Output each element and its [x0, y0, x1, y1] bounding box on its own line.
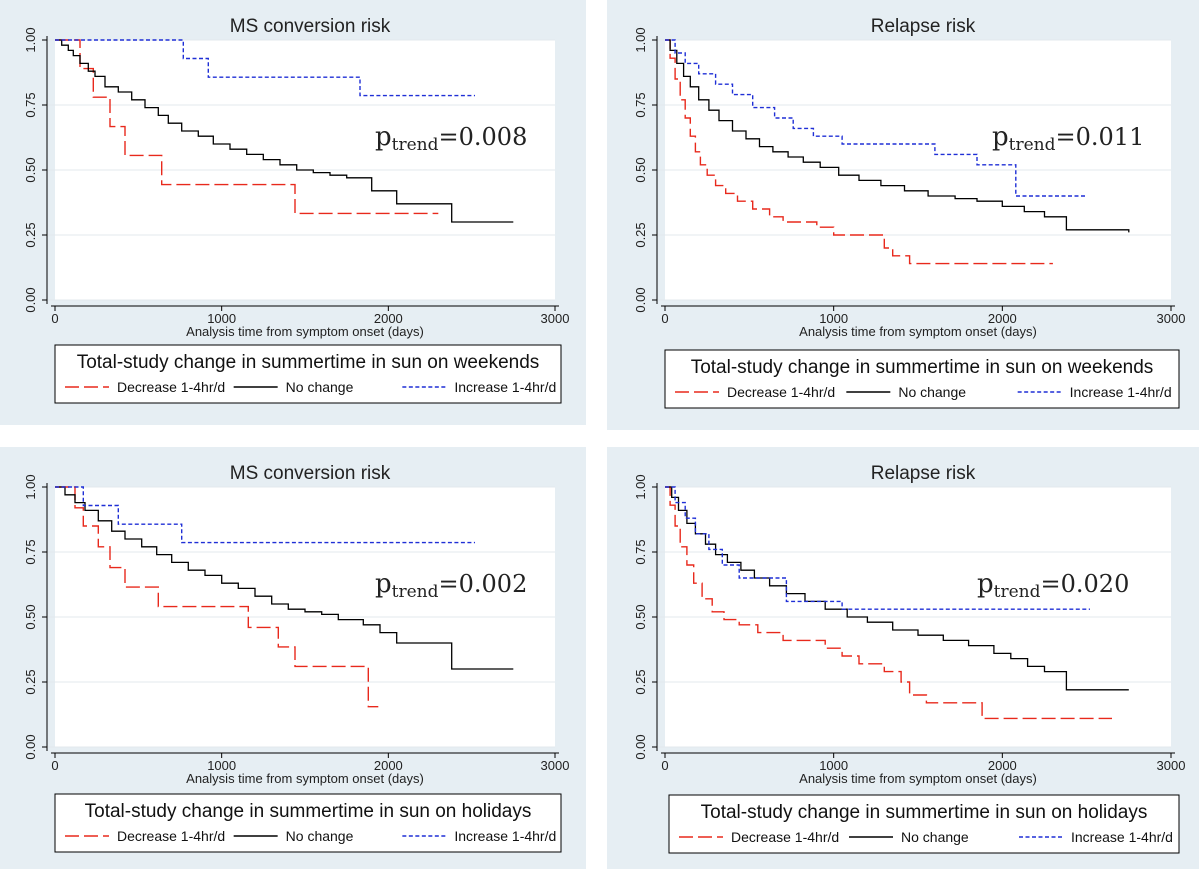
y-tick-label: 0.50	[23, 604, 38, 629]
y-tick-label: 1.00	[23, 27, 38, 52]
km-chart: Relapse risk 0.00 0.25 0.50 0.75 1.00 0 1000 200…	[607, 0, 1199, 430]
legend-label-increase: Increase 1-4hr/d	[1070, 384, 1172, 400]
series-line-increase	[55, 486, 475, 544]
chart-title: MS conversion risk	[230, 16, 391, 37]
legend-title: Total-study change in summertime in sun …	[77, 352, 540, 373]
y-tick-label: 0.25	[633, 669, 648, 694]
y-tick-label: 0.75	[633, 92, 648, 117]
km-chart: MS conversion risk 0.00 0.25 0.50 0.75 1.00 0 1…	[0, 447, 586, 869]
chart-panel-relapse-holidays: Relapse risk 0.00 0.25 0.50 0.75 1.00 0 1000 200…	[607, 447, 1199, 869]
legend-label-decrease: Decrease 1-4hr/d	[117, 379, 225, 395]
y-tick-label: 1.00	[633, 474, 648, 499]
x-tick-label: 3000	[541, 311, 570, 326]
legend-box	[668, 794, 1180, 854]
x-tick-label: 0	[661, 758, 668, 773]
km-chart: MS conversion risk 0.00 0.25 0.50 0.75 1.00 0 1…	[0, 0, 586, 425]
y-tick-label: 0.75	[23, 539, 38, 564]
legend-box	[664, 349, 1180, 409]
legend-label-increase: Increase 1-4hr/d	[454, 379, 556, 395]
x-tick-label: 1000	[819, 758, 848, 773]
chart-title: Relapse risk	[871, 463, 976, 484]
y-tick-label: 1.00	[23, 474, 38, 499]
y-tick-label: 0.50	[23, 157, 38, 182]
legend-title: Total-study change in summertime in sun …	[701, 802, 1148, 823]
chart-panel-ms-conversion-weekends: MS conversion risk 0.00 0.25 0.50 0.75 1.00 0 1…	[0, 0, 586, 425]
legend-label-decrease: Decrease 1-4hr/d	[727, 384, 835, 400]
x-tick-label: 2000	[988, 311, 1017, 326]
x-tick-label: 3000	[1157, 758, 1186, 773]
y-tick-label: 0.25	[23, 222, 38, 247]
x-tick-label: 0	[51, 758, 58, 773]
x-tick-label: 1000	[207, 758, 236, 773]
series-line-decrease	[55, 486, 379, 708]
legend-label-no-change: No change	[286, 379, 354, 395]
x-axis-label: Analysis time from symptom onset (days)	[186, 324, 424, 339]
y-tick-label: 0.00	[23, 287, 38, 312]
x-tick-label: 2000	[374, 311, 403, 326]
series-line-decrease	[55, 39, 439, 215]
y-tick-label: 0.00	[23, 734, 38, 759]
legend-label-increase: Increase 1-4hr/d	[454, 828, 556, 844]
x-axis-label: Analysis time from symptom onset (days)	[799, 771, 1037, 786]
p-trend-label: ptrend=0.002	[375, 569, 527, 602]
series-line-decrease	[665, 486, 1112, 720]
legend-box	[54, 793, 562, 853]
chart-title: Relapse risk	[871, 16, 976, 37]
x-tick-label: 0	[51, 311, 58, 326]
legend-box	[54, 344, 562, 404]
legend-label-increase: Increase 1-4hr/d	[1071, 829, 1173, 845]
p-trend-label: ptrend=0.020	[977, 569, 1129, 602]
y-tick-label: 0.50	[633, 604, 648, 629]
y-tick-label: 0.25	[633, 222, 648, 247]
legend-label-decrease: Decrease 1-4hr/d	[117, 828, 225, 844]
y-tick-label: 0.00	[633, 734, 648, 759]
km-chart: Relapse risk 0.00 0.25 0.50 0.75 1.00 0 1000 200…	[607, 447, 1199, 869]
x-tick-label: 0	[661, 311, 668, 326]
y-tick-label: 0.25	[23, 669, 38, 694]
x-axis-label: Analysis time from symptom onset (days)	[799, 324, 1037, 339]
series-line-no-change	[55, 39, 514, 223]
x-axis-label: Analysis time from symptom onset (days)	[186, 771, 424, 786]
legend-label-decrease: Decrease 1-4hr/d	[731, 829, 839, 845]
legend-label-no-change: No change	[898, 384, 966, 400]
y-tick-label: 0.50	[633, 157, 648, 182]
y-tick-label: 0.75	[633, 539, 648, 564]
series-line-increase	[665, 486, 1090, 610]
p-trend-label: ptrend=0.008	[375, 122, 527, 155]
x-tick-label: 2000	[988, 758, 1017, 773]
p-trend-label: ptrend=0.011	[992, 122, 1144, 155]
chart-panel-relapse-weekends: Relapse risk 0.00 0.25 0.50 0.75 1.00 0 1000 200…	[607, 0, 1199, 430]
chart-title: MS conversion risk	[230, 463, 391, 484]
x-tick-label: 1000	[819, 311, 848, 326]
x-tick-label: 3000	[1157, 311, 1186, 326]
x-tick-label: 1000	[207, 311, 236, 326]
x-tick-label: 2000	[374, 758, 403, 773]
chart-panel-ms-conversion-holidays: MS conversion risk 0.00 0.25 0.50 0.75 1.00 0 1…	[0, 447, 586, 869]
legend-label-no-change: No change	[901, 829, 969, 845]
y-tick-label: 1.00	[633, 27, 648, 52]
series-line-no-change	[665, 39, 1130, 233]
series-line-no-change	[55, 486, 514, 670]
series-line-increase	[665, 39, 1087, 197]
series-line-decrease	[665, 39, 1053, 265]
x-tick-label: 3000	[541, 758, 570, 773]
y-tick-label: 0.75	[23, 92, 38, 117]
series-line-increase	[55, 39, 475, 97]
legend-title: Total-study change in summertime in sun …	[85, 801, 532, 822]
legend-title: Total-study change in summertime in sun …	[691, 357, 1154, 378]
y-tick-label: 0.00	[633, 287, 648, 312]
legend-label-no-change: No change	[286, 828, 354, 844]
